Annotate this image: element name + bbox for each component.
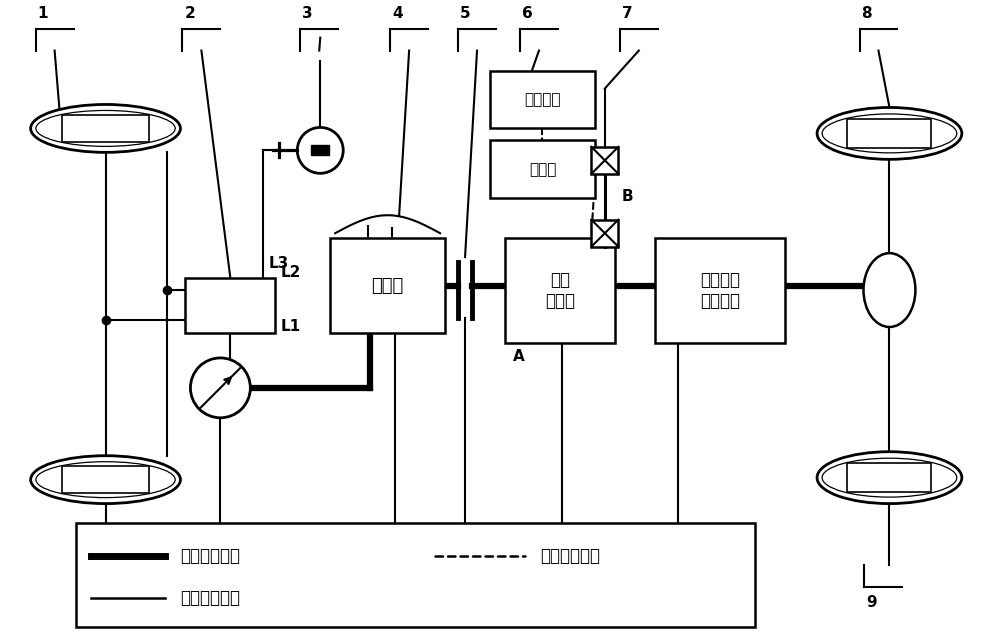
Ellipse shape: [817, 452, 962, 503]
Ellipse shape: [31, 456, 180, 503]
Text: 11: 11: [547, 595, 568, 611]
Bar: [655, 238, 785, 343]
Text: L1: L1: [280, 319, 300, 334]
Circle shape: [190, 358, 250, 418]
Text: 3: 3: [302, 6, 313, 20]
Bar: [62, 466, 149, 493]
Bar: [490, 71, 595, 128]
Bar: [185, 278, 275, 333]
Ellipse shape: [817, 107, 962, 160]
Bar: [76, 523, 755, 627]
Bar: [330, 238, 445, 333]
Text: 发动机: 发动机: [372, 276, 404, 295]
Text: 逆变器: 逆变器: [529, 162, 556, 177]
Text: B: B: [622, 189, 633, 204]
Text: 13: 13: [387, 595, 408, 611]
Text: 机械传动路径: 机械传动路径: [180, 547, 240, 565]
Ellipse shape: [863, 253, 915, 327]
Circle shape: [297, 128, 343, 174]
Text: 动力电池: 动力电池: [524, 92, 561, 107]
Text: 5: 5: [460, 6, 471, 20]
Bar: [591, 147, 618, 174]
Text: A: A: [513, 349, 525, 364]
Text: 9: 9: [866, 595, 877, 611]
Text: 双离合自
动变速器: 双离合自 动变速器: [700, 271, 740, 310]
Text: 14: 14: [212, 595, 234, 611]
Bar: [505, 238, 615, 343]
Bar: [490, 140, 595, 198]
Text: 8: 8: [861, 6, 872, 20]
Text: 2: 2: [184, 6, 195, 20]
Bar: [847, 119, 931, 147]
Text: 转矩
耦合器: 转矩 耦合器: [545, 271, 575, 310]
Text: 电力传动路径: 电力传动路径: [540, 547, 600, 565]
Bar: [311, 145, 329, 156]
Text: 6: 6: [522, 6, 533, 20]
Text: 10: 10: [664, 595, 685, 611]
Text: 1: 1: [38, 6, 48, 20]
Text: 15: 15: [98, 595, 119, 611]
Text: 7: 7: [622, 6, 632, 20]
Bar: [847, 463, 931, 492]
Text: L3: L3: [268, 256, 289, 271]
Text: 12: 12: [454, 595, 475, 611]
Text: 4: 4: [392, 6, 403, 20]
Ellipse shape: [31, 105, 180, 152]
Text: L2: L2: [280, 265, 301, 280]
Bar: [62, 115, 149, 142]
Text: 液压传动路径: 液压传动路径: [180, 589, 240, 607]
Bar: [591, 219, 618, 247]
